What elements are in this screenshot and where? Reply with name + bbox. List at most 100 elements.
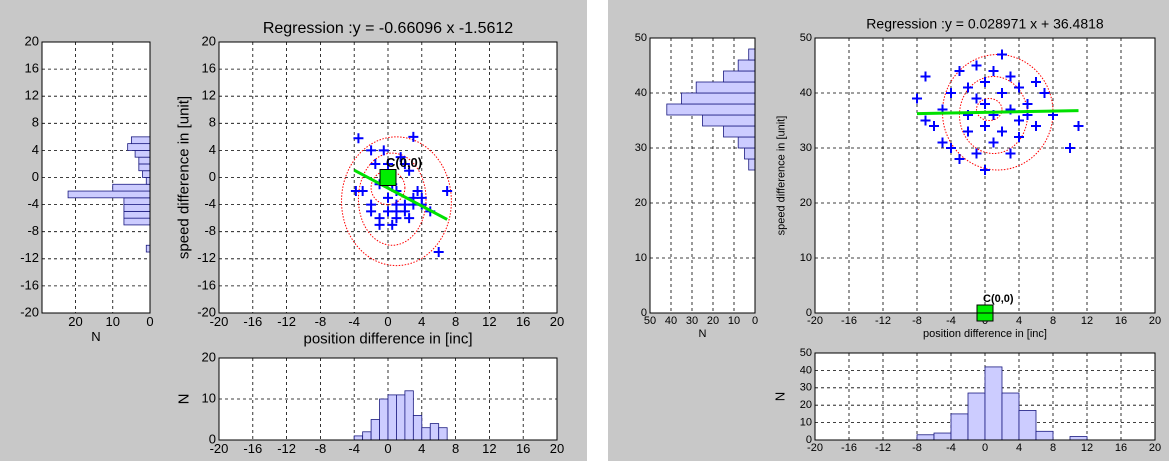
y-tick-label: 0	[641, 307, 647, 319]
x-tick-label: 0	[384, 441, 391, 456]
bar	[421, 427, 431, 440]
bar	[695, 81, 755, 94]
x-axis-label: position difference in [inc]	[304, 330, 473, 347]
y-tick-label: -12	[20, 250, 39, 265]
y-tick-label: 8	[209, 115, 216, 130]
x-tick-label: -16	[243, 314, 262, 329]
point	[997, 49, 1007, 60]
x-tick-label: 10	[106, 314, 120, 329]
y-tick-label: 10	[800, 252, 812, 264]
chart: -20 -16 -12 -8 -4 0 4 8 12 16 20 0 10 20 N	[175, 349, 564, 456]
plot-content	[666, 48, 755, 171]
x-axis-label: N	[91, 329, 100, 344]
bar	[438, 427, 448, 440]
point	[988, 66, 999, 76]
bar	[362, 431, 372, 440]
y-tick-label: 16	[202, 61, 216, 76]
bar	[950, 413, 969, 440]
y-tick-label: -8	[27, 223, 39, 238]
y-tick-label: 12	[202, 88, 216, 103]
bar	[138, 163, 150, 172]
bar	[145, 244, 150, 253]
bar	[984, 366, 1003, 440]
bar	[723, 70, 755, 83]
axes-frame	[218, 41, 558, 314]
y-tick-label: 20	[800, 399, 812, 411]
x-tick-label: -12	[875, 315, 891, 327]
x-tick-label: 12	[482, 441, 496, 456]
regression-line	[353, 168, 448, 221]
bar	[737, 136, 755, 149]
y-tick-label: 20	[25, 33, 39, 48]
y-tick-label: 8	[32, 115, 39, 130]
point	[971, 148, 982, 159]
bar	[933, 432, 952, 440]
y-tick-label: 50	[800, 32, 812, 44]
y-tick-label: 4	[32, 142, 39, 157]
y-tick-label: 0	[806, 307, 812, 319]
y-tick-label: -20	[20, 304, 39, 319]
y-tick-label: 4	[209, 142, 216, 157]
axes-frame	[649, 37, 756, 314]
x-tick-label: -12	[875, 442, 891, 454]
point	[412, 186, 423, 197]
y-tick-label: 50	[800, 347, 812, 359]
x-tick-label: -16	[841, 315, 857, 327]
axes-frame	[814, 37, 1156, 314]
y-tick-label: -16	[20, 277, 39, 292]
bar	[123, 197, 150, 205]
bar	[1035, 430, 1054, 440]
y-tick-label: 16	[25, 61, 39, 76]
point	[383, 158, 393, 169]
chart-title: Regression :y = -0.66096 x -1.5612	[263, 20, 513, 37]
x-tick-label: -4	[946, 442, 956, 454]
chart: 50 40 30 20 10 0 0 10 20 30 40 50 N	[635, 32, 758, 340]
y-tick-label: 40	[635, 87, 647, 99]
point	[971, 60, 982, 71]
plot-content	[912, 49, 1084, 175]
point	[980, 121, 990, 131]
y-tick-label: -12	[197, 250, 216, 265]
x-tick-label: 8	[1050, 442, 1056, 454]
y-tick-label: -4	[204, 196, 216, 211]
bar	[138, 156, 150, 165]
chart: -20-16-12-8-404812162001020304050C(0,0)R…	[776, 16, 1162, 340]
axes-frame	[218, 357, 558, 441]
point	[383, 206, 393, 217]
x-tick-label: -12	[277, 314, 296, 329]
bar	[1018, 410, 1037, 440]
point	[946, 88, 956, 98]
point	[391, 206, 402, 217]
plot-content	[341, 131, 453, 267]
x-tick-label: 16	[516, 441, 530, 456]
y-tick-label: 50	[635, 32, 647, 44]
point	[433, 247, 444, 258]
bar	[744, 147, 755, 160]
bar	[404, 390, 414, 440]
bar	[702, 114, 755, 127]
bar	[123, 204, 150, 212]
bar	[379, 398, 389, 440]
x-tick-label: -20	[807, 315, 823, 327]
y-tick-label: 30	[800, 142, 812, 154]
y-tick-label: 10	[800, 417, 812, 429]
y-tick-label: 0	[32, 169, 39, 184]
point	[387, 219, 398, 230]
point	[920, 115, 931, 126]
x-tick-label: 16	[1115, 442, 1127, 454]
y-tick-label: 0	[209, 431, 216, 446]
x-tick-label: 0	[752, 315, 758, 327]
x-tick-label: 12	[482, 314, 496, 329]
x-tick-label: 50	[644, 315, 656, 327]
bar	[723, 125, 755, 138]
point	[946, 143, 956, 153]
bar	[748, 158, 755, 171]
point	[399, 158, 410, 169]
bar	[67, 190, 150, 199]
x-tick-label: 0	[982, 442, 988, 454]
x-tick-label: 20	[550, 314, 564, 329]
point	[404, 213, 415, 224]
bar	[748, 48, 755, 61]
chart: -20 -16 -12 -8 -4 0 4 8 12 16 20 -20 -16 -12 -8 -4 0 4 8 12…	[175, 20, 564, 347]
point	[383, 192, 393, 203]
